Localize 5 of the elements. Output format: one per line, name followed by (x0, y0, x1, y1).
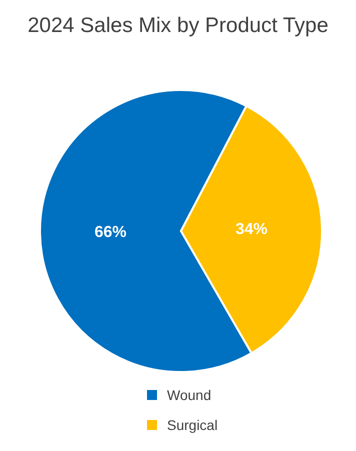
legend-label: Wound (167, 387, 212, 403)
data-label: 34% (235, 221, 268, 238)
data-label: 66% (94, 224, 127, 241)
legend-label: Surgical (167, 417, 218, 433)
chart-title: 2024 Sales Mix by Product Type (26, 14, 330, 38)
